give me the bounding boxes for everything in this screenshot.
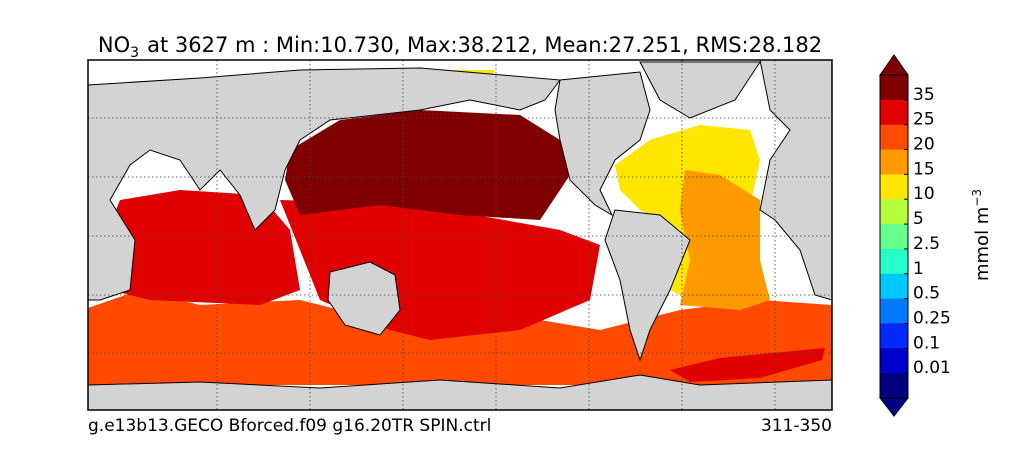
colorbar-segment — [880, 199, 908, 225]
australia — [327, 261, 401, 336]
colorbar-segment — [880, 298, 908, 324]
colorbar-tick-label: 5 — [913, 209, 924, 229]
title-subscript: 3 — [130, 45, 139, 61]
colorbar-tick-label: 0.01 — [913, 358, 951, 378]
colorbar: 35 25 20 15 10 5 2.5 1 0.5 0.25 0.1 0.01 — [878, 54, 951, 417]
greenland — [639, 61, 761, 119]
map-frame — [87, 59, 833, 411]
title-species: NO — [98, 33, 130, 57]
colorbar-tick-label: 10 — [913, 184, 935, 204]
footer-left: g.e13b13.GECO Bforced.f09 g16.20TR SPIN.… — [88, 416, 491, 436]
eurasia-africa — [87, 67, 561, 301]
unit-exponent: −3 — [970, 189, 984, 207]
colorbar-frame — [879, 74, 909, 399]
colorbar-segment — [880, 124, 908, 151]
colorbar-segment — [880, 149, 908, 175]
south-america — [604, 209, 691, 362]
colorbar-tick-label: 0.25 — [913, 308, 951, 328]
colorbar-tick-label: 0.1 — [913, 333, 940, 353]
colorbar-tick-label: 25 — [913, 110, 935, 130]
colorbar-tick-label: 35 — [913, 85, 935, 105]
colorbar-segment — [880, 373, 908, 399]
title: NO3 at 3627 m : Min:10.730, Max:38.212, M… — [98, 33, 822, 61]
colorbar-segment — [880, 323, 908, 349]
north-america — [554, 71, 651, 217]
atlantic-south — [680, 170, 770, 310]
colorbar-segment — [880, 174, 908, 200]
colorbar-tick-label: 1 — [913, 259, 924, 279]
extend-bottom — [878, 397, 910, 417]
colorbar-segment — [880, 273, 908, 300]
graticule — [88, 60, 832, 410]
map — [87, 59, 833, 411]
colorbar-segment — [880, 248, 908, 275]
footer-right: 311-350 — [761, 416, 832, 436]
north-pacific — [285, 110, 570, 220]
colorbar-segment — [880, 75, 908, 101]
weddell-patch — [670, 348, 825, 382]
southern-band — [88, 290, 832, 385]
title-rest: at 3627 m : Min:10.730, Max:38.212, Mean… — [147, 33, 822, 57]
colorbar-segment — [880, 348, 908, 374]
colorbar-tick-label: 2.5 — [913, 234, 940, 254]
colorbar-unit: mmol m−3 — [970, 189, 993, 281]
unit-text: mmol m — [972, 207, 993, 281]
colorbar-segment — [880, 224, 908, 250]
colorbar-tick-label: 0.5 — [913, 284, 940, 304]
extend-top — [879, 54, 909, 76]
colorbar-segment — [880, 99, 908, 126]
colorbar-tick-label: 20 — [913, 135, 935, 155]
colorbar-tick-label: 15 — [913, 159, 935, 179]
